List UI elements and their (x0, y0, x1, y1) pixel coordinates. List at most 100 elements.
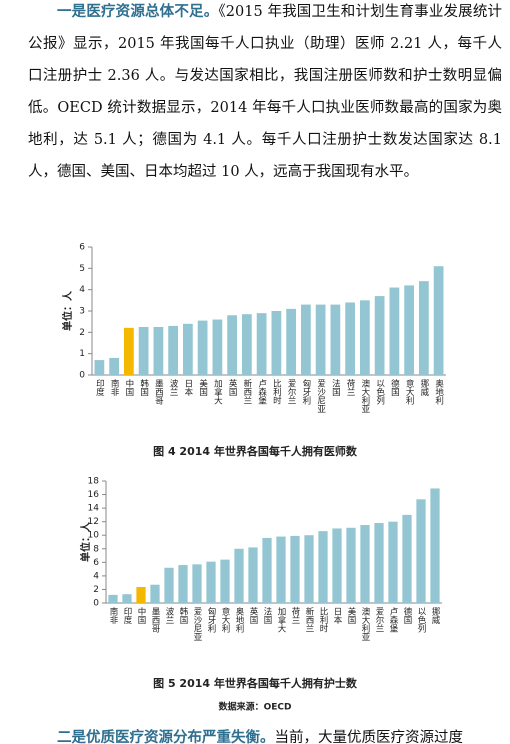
x-tick-label: 德国 (389, 378, 399, 397)
y-tick-label: 4 (79, 285, 85, 295)
y-tick-label: 16 (88, 490, 100, 500)
y-tick-label: 14 (88, 504, 100, 514)
bar (220, 559, 230, 603)
y-tick-label: 3 (79, 307, 85, 317)
y-tick-label: 10 (88, 531, 100, 541)
x-tick-label: 比利时 (318, 606, 328, 632)
x-tick-label: 墨西哥 (150, 607, 160, 633)
x-tick-label: 挪威 (430, 606, 440, 625)
bar (304, 535, 314, 603)
bar (197, 320, 208, 375)
bar (416, 499, 426, 603)
x-tick-label: 加拿大 (212, 378, 222, 405)
chart-source: 数据来源：OECD (219, 701, 292, 713)
bar (242, 314, 252, 375)
bar (360, 525, 370, 603)
x-tick-label: 墨西哥 (153, 379, 163, 405)
bar (402, 514, 412, 603)
x-tick-label: 荷兰 (345, 378, 355, 396)
y-tick-label: 0 (79, 371, 85, 381)
x-tick-label: 南非 (108, 606, 118, 625)
bar (404, 285, 414, 375)
bar (150, 584, 160, 603)
bar (109, 357, 119, 375)
bar (318, 531, 328, 603)
y-tick-label: 8 (93, 544, 99, 554)
x-tick-label: 中国 (124, 378, 134, 397)
y-tick-label: 2 (93, 585, 99, 595)
x-tick-label: 爱沙尼亚 (316, 379, 326, 413)
x-tick-label: 南非 (109, 378, 119, 397)
bar (212, 319, 223, 375)
bar (330, 304, 341, 375)
paragraph-lead: 一是医疗资源总体不足。 (57, 3, 219, 20)
x-tick-label: 奥地利 (234, 606, 244, 632)
bar (192, 564, 202, 603)
x-tick-label: 印度 (94, 378, 104, 397)
chart-caption: 图 5 2014 年世界各国每千人拥有护士数 (153, 676, 358, 690)
bar (256, 313, 267, 375)
x-tick-label: 比利时 (271, 378, 281, 404)
x-tick-label: 英国 (248, 606, 258, 625)
bar (122, 594, 132, 603)
bar (290, 535, 300, 603)
x-tick-label: 波兰 (164, 606, 174, 624)
bar (168, 325, 178, 375)
x-tick-label: 美国 (346, 606, 356, 625)
y-axis-label: 单位：人 (79, 521, 92, 562)
bar (374, 296, 385, 375)
bar (276, 536, 286, 603)
y-tick-label: 0 (93, 599, 99, 609)
x-tick-label: 韩国 (178, 606, 188, 625)
paragraph: 二是优质医疗资源分布严重失衡。当前，大量优质医疗资源过度 (28, 722, 502, 744)
charts: 0123456单位：人印度 南非 中国 韩国 墨西哥 波兰 日本 美国 加拿大 英国 新西兰 卢森堡比… (61, 243, 446, 713)
x-tick-label: 韩国 (139, 378, 149, 397)
x-tick-label: 爱尔兰 (374, 607, 384, 633)
x-tick-label: 德国 (402, 606, 412, 625)
y-tick-label: 6 (93, 558, 99, 568)
paragraph-lead: 二是优质医疗资源分布严重失衡。 (57, 729, 275, 744)
x-tick-label: 卢森堡 (257, 378, 267, 404)
bar (389, 287, 400, 375)
bar (345, 302, 355, 375)
x-tick-label: 意大利 (220, 606, 230, 632)
x-tick-label: 新西兰 (242, 378, 252, 404)
x-tick-label: 意大利 (404, 378, 414, 404)
bar (271, 311, 282, 375)
bar (164, 567, 174, 603)
y-tick-label: 18 (88, 477, 100, 487)
bar (206, 561, 216, 603)
y-tick-label: 2 (79, 328, 85, 338)
bar (124, 327, 134, 375)
x-tick-label: 卢森堡 (388, 606, 398, 632)
x-tick-label: 爱尔兰 (286, 379, 296, 405)
x-tick-label: 中国 (136, 606, 146, 625)
bar (183, 323, 193, 375)
x-tick-label: 新西兰 (304, 606, 314, 632)
paragraph-text: 《2015 年我国卫生和计划生育事业发展统计公报》显示，2015 年我国每千人口… (28, 4, 502, 180)
x-tick-label: 奥地利 (434, 378, 444, 404)
y-tick-label: 4 (93, 571, 99, 581)
paragraph-text: 当前，大量优质医疗资源过度 (274, 730, 464, 744)
bar (315, 304, 326, 375)
y-tick-label: 6 (79, 243, 85, 253)
x-tick-label: 波兰 (168, 378, 178, 396)
bar (138, 327, 149, 375)
bar (433, 266, 444, 375)
y-tick-label: 1 (79, 349, 85, 359)
bar (374, 523, 384, 603)
bar (388, 521, 398, 603)
x-tick-label: 以色列 (416, 607, 426, 633)
bar (178, 565, 188, 603)
x-tick-label: 日本 (183, 379, 193, 397)
x-tick-label: 法国 (262, 606, 272, 625)
chart-caption: 图 4 2014 年世界各国每千人拥有医师数 (153, 444, 358, 458)
bar (234, 548, 244, 603)
x-tick-label: 挪威 (419, 378, 429, 397)
x-tick-label: 日本 (332, 607, 342, 625)
x-tick-label: 加拿大 (276, 606, 286, 633)
bar (136, 587, 146, 603)
x-tick-label: 美国 (198, 378, 208, 397)
x-tick-label: 法国 (330, 378, 340, 397)
